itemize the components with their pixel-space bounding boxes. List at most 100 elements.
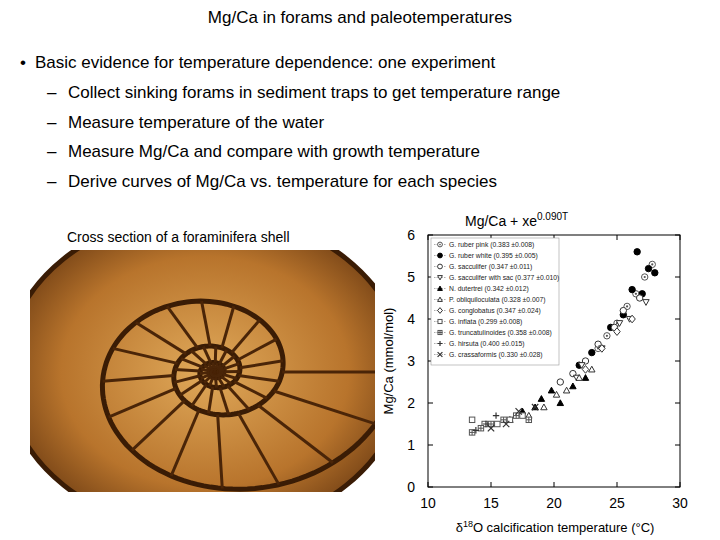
xlabel-part: δ [456, 520, 463, 535]
septum [214, 370, 217, 374]
legend-label: G. hirsuta (0.400 ±0.015) [449, 340, 525, 348]
data-point [570, 383, 576, 389]
y-tick-label: 5 [407, 269, 415, 285]
data-point [516, 408, 522, 414]
legend-marker [438, 253, 443, 258]
marker-shape [651, 263, 653, 265]
marker-shape [604, 333, 610, 339]
septum [167, 306, 197, 348]
septum [212, 370, 216, 374]
x-tick-label: 20 [546, 495, 562, 511]
data-point [576, 375, 582, 381]
foram-image [30, 250, 375, 492]
marker-shape [614, 328, 620, 336]
legend-label: G. ruber white (0.395 ±0.005) [449, 252, 538, 260]
legend-marker [438, 286, 443, 290]
sub-bullet-glyph: – [47, 172, 57, 191]
septum [218, 415, 223, 489]
x-tick-top [428, 235, 429, 240]
data-point [629, 286, 635, 292]
septum [203, 347, 210, 363]
y-tick-label: 1 [407, 437, 415, 453]
data-point [629, 315, 635, 323]
data-point [532, 404, 538, 410]
data-point [599, 345, 605, 353]
legend-marker [438, 308, 443, 314]
xlabel-part: O calcification temperature (°C) [473, 520, 654, 535]
septum [216, 369, 218, 373]
data-point [473, 427, 479, 433]
data-point [469, 417, 474, 422]
septum [213, 371, 214, 375]
y-tick [428, 235, 433, 236]
x-tick [428, 482, 429, 487]
septum [214, 346, 217, 362]
data-point [604, 333, 610, 339]
x-tick-top [680, 235, 681, 240]
data-point [541, 404, 547, 410]
marker-shape [503, 421, 509, 427]
legend-marker [438, 242, 443, 247]
septum [136, 322, 186, 353]
sub-bullet-glyph: – [47, 83, 57, 102]
legend-label: G. crassaformis (0.330 ±0.028) [449, 351, 543, 359]
data-point [563, 387, 569, 393]
marker-shape [635, 293, 637, 295]
septum [282, 371, 375, 374]
marker-shape [570, 383, 576, 389]
marker-shape [532, 404, 538, 410]
septum [224, 370, 240, 373]
marker-shape [507, 417, 513, 423]
septum [209, 387, 213, 413]
image-caption: Cross section of a foraminifera shell [67, 229, 290, 245]
septum [174, 376, 200, 383]
y-tick-right [675, 487, 680, 488]
marker-shape [645, 265, 651, 271]
legend-marker [438, 352, 443, 357]
slide-title: Mg/Ca in forams and paleotemperatures [208, 8, 512, 27]
marker-shape [652, 270, 658, 276]
sub-bullet-text: Derive curves of Mg/Ca vs. temperature f… [68, 172, 497, 191]
marker-shape [526, 417, 531, 422]
data-point [488, 425, 494, 431]
data-point [589, 349, 595, 355]
septum [132, 401, 185, 451]
data-point [582, 375, 588, 381]
marker-shape [438, 276, 443, 280]
septum [214, 373, 218, 374]
marker-shape [557, 400, 563, 406]
bullet-text: Basic evidence for temperature dependenc… [35, 53, 496, 72]
marker-shape [438, 308, 443, 314]
y-tick-label: 3 [407, 353, 415, 369]
y-tick-label: 2 [407, 395, 415, 411]
legend-marker [438, 297, 443, 301]
shell-outline [30, 250, 375, 492]
xlabel-sup: 18 [463, 519, 473, 529]
septum [113, 348, 178, 363]
data-point [643, 300, 649, 306]
data-point [507, 417, 513, 423]
septum [213, 371, 216, 374]
slide: Mg/Ca in forams and paleotemperatures•Ba… [0, 0, 720, 540]
sub-bullet-text: Collect sinking forams in sediment traps… [68, 83, 560, 102]
y-tick-right [675, 361, 680, 362]
marker-shape [439, 244, 441, 246]
septum [258, 405, 333, 463]
septum [228, 386, 250, 410]
data-point [557, 400, 563, 406]
y-tick [428, 403, 433, 404]
plot-frame [428, 235, 680, 487]
legend-marker [438, 319, 442, 323]
x-tick-label: 25 [609, 495, 625, 511]
septum [231, 320, 259, 353]
marker-shape [438, 253, 443, 258]
data-point [557, 379, 563, 385]
septum [214, 371, 217, 374]
data-point [582, 366, 588, 374]
marker-shape [548, 387, 554, 393]
septum [103, 375, 174, 381]
legend-marker [438, 330, 442, 334]
y-tick-label: 0 [407, 479, 415, 495]
septum [212, 371, 216, 375]
septum [214, 369, 217, 373]
